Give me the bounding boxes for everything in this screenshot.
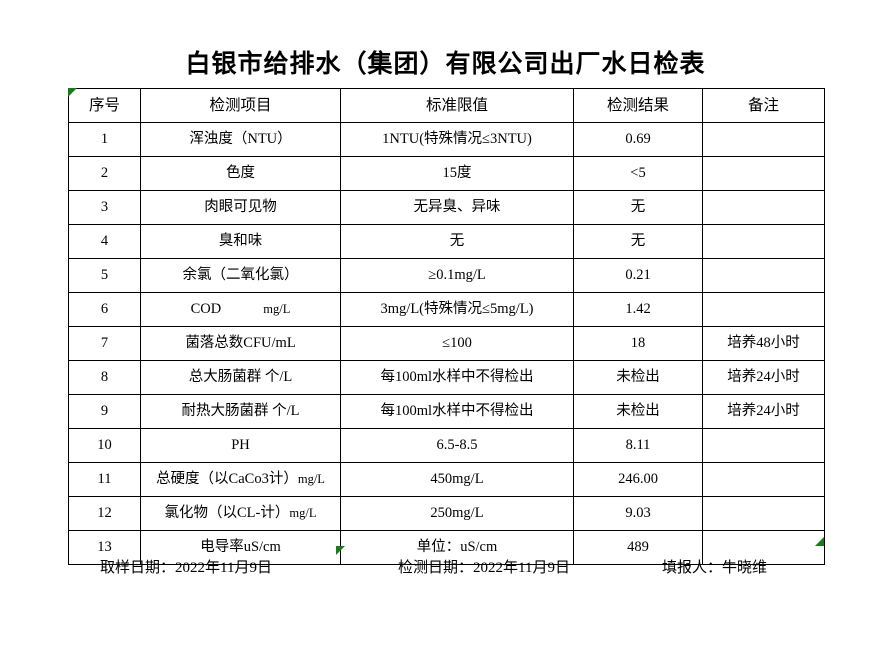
cell-remark: 培养48小时 <box>702 326 825 361</box>
cell-remark <box>702 462 825 497</box>
cell-result: 1.42 <box>573 292 703 327</box>
cell-result: 无 <box>573 190 703 225</box>
cell-no: 7 <box>68 326 141 361</box>
table-row: 11 总硬度（以CaCo3计）mg/L 450mg/L 246.00 <box>68 462 825 497</box>
column-header-result: 检测结果 <box>573 88 703 123</box>
footer: 取样日期：2022年11月9日 检测日期：2022年11月9日 填报人：牛晓维 <box>68 556 824 582</box>
cell-standard: 6.5-8.5 <box>340 428 574 463</box>
column-header-standard: 标准限值 <box>340 88 574 123</box>
table-body: 1 浑浊度（NTU） 1NTU(特殊情况≤3NTU) 0.69 2 色度 15度 <5 3 肉眼可… <box>68 122 825 565</box>
green-triangle-marker-top-left <box>68 88 77 97</box>
table-row: 4 臭和味无无 <box>68 224 825 259</box>
water-quality-report-table: 序号 检测项目 标准限值 检测结果 备注 1 浑浊度（NTU） 1NTU(特殊情况≤… <box>68 88 825 565</box>
cell-no: 4 <box>68 224 141 259</box>
cell-item: 色度 <box>140 156 341 191</box>
cell-item: 电导率uS/cm <box>140 530 341 565</box>
table-row: 6 COD mg/L 3mg/L(特殊情况≤5mg/L) 1.42 <box>68 292 825 327</box>
cell-remark: 培养24小时 <box>702 394 825 429</box>
page-title: 白银市给排水（集团）有限公司出厂水日检表 <box>185 51 706 78</box>
cell-standard: 250mg/L <box>340 496 574 531</box>
cell-standard: 15度 <box>340 156 574 191</box>
cell-item: 余氯（二氧化氯） <box>140 258 341 293</box>
table-row: 7 菌落总数CFU/mL ≤100 18 培养48小时 <box>68 326 825 361</box>
cell-remark <box>702 530 825 565</box>
cell-result: <5 <box>573 156 703 191</box>
cell-standard: 3mg/L(特殊情况≤5mg/L) <box>340 292 574 327</box>
footer-filler-name: 填报人：牛晓维 <box>662 560 768 576</box>
cell-result: 0.21 <box>573 258 703 293</box>
cell-standard: ≥0.1mg/L <box>340 258 574 293</box>
column-header-item: 检测项目 <box>140 88 341 123</box>
green-triangle-marker-bottom-middle <box>336 546 345 555</box>
table-header-row: 序号 检测项目 标准限值 检测结果 备注 <box>68 88 825 123</box>
cell-no: 8 <box>68 360 141 395</box>
column-header-no: 序号 <box>68 88 141 123</box>
cell-standard: 450mg/L <box>340 462 574 497</box>
cell-standard: ≤100 <box>340 326 574 361</box>
cell-result: 489 <box>573 530 703 565</box>
cell-result: 9.03 <box>573 496 703 531</box>
cell-result: 未检出 <box>573 360 703 395</box>
footer-test-date: 检测日期：2022年11月9日 <box>398 560 570 576</box>
cell-item: 肉眼可见物 <box>140 190 341 225</box>
cell-item: 氯化物（以CL-计）mg/L <box>140 496 341 531</box>
cell-standard: 无 <box>340 224 574 259</box>
cell-item: PH <box>140 428 341 463</box>
table-row: 5 余氯（二氧化氯） ≥0.1mg/L 0.21 <box>68 258 825 293</box>
table-header: 序号 检测项目 标准限值 检测结果 备注 <box>68 88 825 123</box>
cell-item: 菌落总数CFU/mL <box>140 326 341 361</box>
cell-item: 耐热大肠菌群 个/L <box>140 394 341 429</box>
footer-sample-date: 取样日期：2022年11月9日 <box>100 560 272 576</box>
cell-no: 12 <box>68 496 141 531</box>
cell-result: 0.69 <box>573 122 703 157</box>
green-triangle-marker-bottom-right <box>815 537 824 546</box>
cell-remark: 培养24小时 <box>702 360 825 395</box>
cell-remark <box>702 496 825 531</box>
cell-result: 未检出 <box>573 394 703 429</box>
cell-item: 臭和味 <box>140 224 341 259</box>
cell-remark <box>702 292 825 327</box>
table-row: 2 色度 15度 <5 <box>68 156 825 191</box>
report-table-container: 序号 检测项目 标准限值 检测结果 备注 1 浑浊度（NTU） 1NTU(特殊情况≤… <box>68 88 825 565</box>
cell-result: 8.11 <box>573 428 703 463</box>
cell-no: 11 <box>68 462 141 497</box>
cell-no: 10 <box>68 428 141 463</box>
table-row: 8 总大肠菌群 个/L 每100ml水样中不得检出 未检出 培养24小时 <box>68 360 825 395</box>
cell-no: 6 <box>68 292 141 327</box>
cell-no: 13 <box>68 530 141 565</box>
cell-item: 浑浊度（NTU） <box>140 122 341 157</box>
cell-remark <box>702 156 825 191</box>
table-row: 12 氯化物（以CL-计）mg/L 250mg/L 9.03 <box>68 496 825 531</box>
table-row: 3 肉眼可见物 无异臭、异味无 <box>68 190 825 225</box>
cell-no: 3 <box>68 190 141 225</box>
table-row: 1 浑浊度（NTU） 1NTU(特殊情况≤3NTU) 0.69 <box>68 122 825 157</box>
cell-remark <box>702 122 825 157</box>
cell-remark <box>702 224 825 259</box>
cell-remark <box>702 428 825 463</box>
table-row: 9 耐热大肠菌群 个/L 每100ml水样中不得检出 未检出 培养24小时 <box>68 394 825 429</box>
cell-result: 无 <box>573 224 703 259</box>
cell-no: 9 <box>68 394 141 429</box>
cell-no: 1 <box>68 122 141 157</box>
table-row: 10 PH 6.5-8.5 8.11 <box>68 428 825 463</box>
column-header-remark: 备注 <box>702 88 825 123</box>
cell-result: 18 <box>573 326 703 361</box>
cell-no: 2 <box>68 156 141 191</box>
cell-standard: 无异臭、异味 <box>340 190 574 225</box>
cell-no: 5 <box>68 258 141 293</box>
cell-item: 总大肠菌群 个/L <box>140 360 341 395</box>
cell-item: COD mg/L <box>140 292 341 327</box>
cell-standard: 每100ml水样中不得检出 <box>340 360 574 395</box>
cell-remark <box>702 258 825 293</box>
cell-result: 246.00 <box>573 462 703 497</box>
cell-remark <box>702 190 825 225</box>
table-row: 13 电导率uS/cm 单位：uS/cm 489 <box>68 530 825 565</box>
cell-standard: 每100ml水样中不得检出 <box>340 394 574 429</box>
cell-item: 总硬度（以CaCo3计）mg/L <box>140 462 341 497</box>
cell-standard: 1NTU(特殊情况≤3NTU) <box>340 122 574 157</box>
